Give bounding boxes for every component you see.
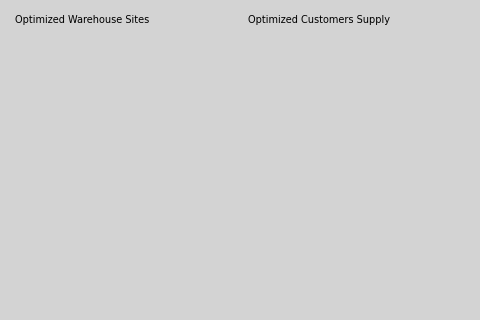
Text: Optimized Warehouse Sites: Optimized Warehouse Sites [15,15,149,25]
Text: Optimized Customers Supply: Optimized Customers Supply [248,15,389,25]
